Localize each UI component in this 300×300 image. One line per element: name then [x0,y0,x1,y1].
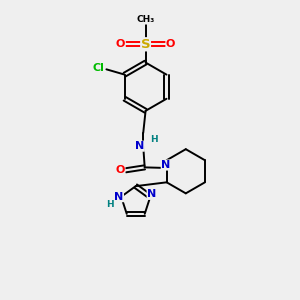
Text: N: N [135,141,144,151]
Text: N: N [147,189,156,200]
Text: S: S [141,38,150,51]
Text: CH₃: CH₃ [136,15,155,24]
Text: O: O [116,39,125,49]
Text: O: O [166,39,175,49]
Text: N: N [114,192,123,202]
Text: H: H [106,200,114,208]
Text: O: O [116,165,125,175]
Text: N: N [161,160,170,170]
Text: Cl: Cl [92,63,104,73]
Text: H: H [151,135,158,144]
